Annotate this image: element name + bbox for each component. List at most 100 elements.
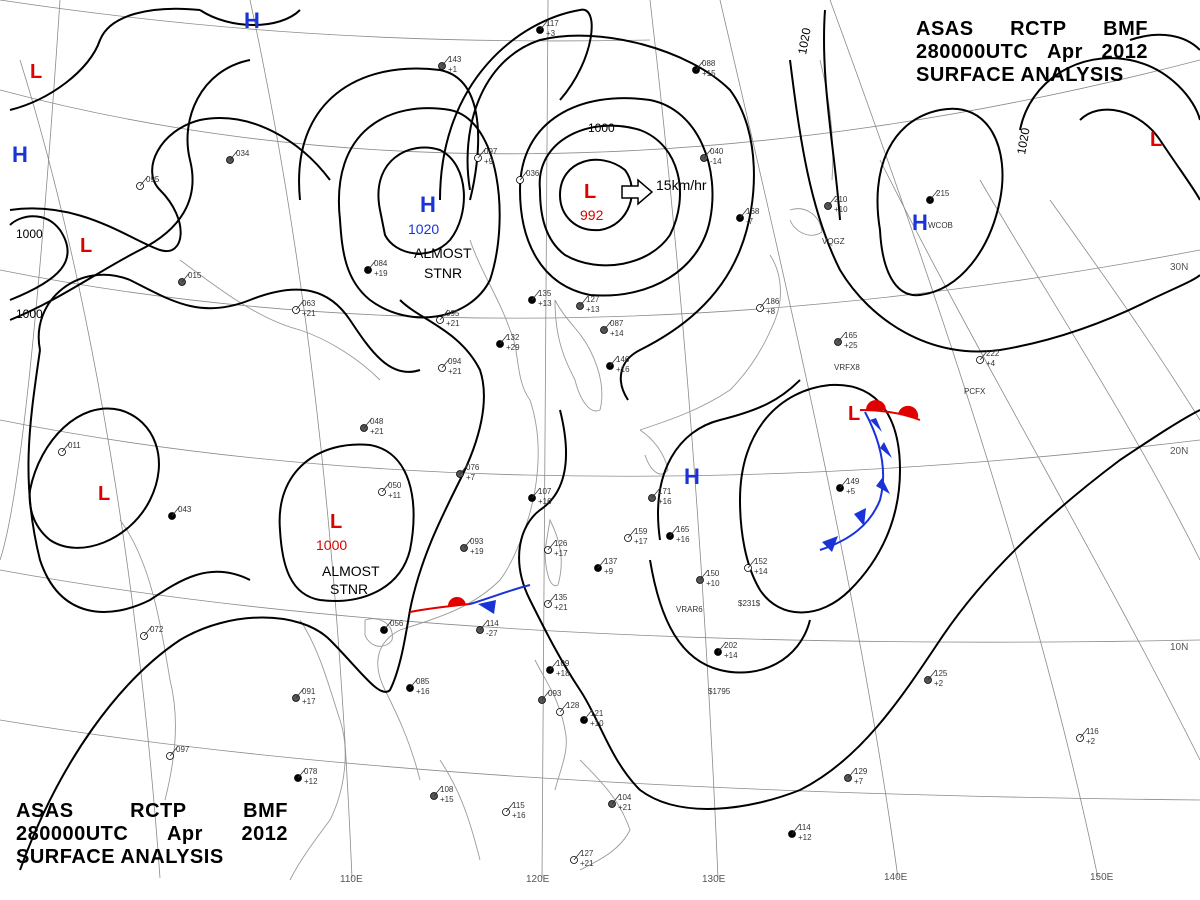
wind-barb-icon <box>547 593 557 605</box>
low-value: 992 <box>580 207 604 223</box>
station-pressure: 132 <box>506 333 520 342</box>
station-plot: 186+8 <box>756 297 780 316</box>
header-line-3: SURFACE ANALYSIS <box>916 64 1148 87</box>
station-pressure: 135 <box>554 593 568 602</box>
station-pressure: 159 <box>634 527 648 536</box>
wind-barb-icon <box>143 625 153 637</box>
taiwan <box>544 518 562 587</box>
station-pressure: 076 <box>466 463 480 472</box>
station-pressure: 097 <box>176 745 190 754</box>
wind-barb-icon <box>927 669 937 681</box>
station-plot: 152+14 <box>744 557 768 576</box>
station-plot: 115+16 <box>502 801 526 820</box>
station-tendency: +11 <box>388 491 402 500</box>
wind-barb-icon <box>169 745 179 757</box>
wind-barb-icon <box>439 309 449 321</box>
isobar-north-big <box>466 34 755 401</box>
station-plot: 114-27 <box>476 619 499 638</box>
station-plot: 135+21 <box>544 593 568 612</box>
high-value: 1020 <box>408 221 439 237</box>
cold-front-barb <box>880 442 892 458</box>
isobar-pacific-ring <box>738 383 902 614</box>
station-tendency: +7 <box>854 777 864 786</box>
wind-barb-icon <box>297 767 307 779</box>
header-product: ASAS <box>16 800 74 822</box>
header-title: SURFACE ANALYSIS <box>916 64 1124 86</box>
station-plot: 108+15 <box>430 785 454 804</box>
isobar-central-big <box>37 273 421 373</box>
wind-barb-icon <box>479 619 489 631</box>
low-marker: L <box>80 235 92 257</box>
wind-barb-icon <box>791 823 801 835</box>
philippines-south <box>579 759 631 871</box>
lat-label: 30N <box>1170 262 1188 273</box>
isobar-ne-2 <box>1079 108 1200 201</box>
wind-barb-icon <box>759 297 769 309</box>
station-plot: 165+16 <box>666 525 690 544</box>
station-pressure: 146 <box>616 355 630 364</box>
station-plot: 048+21 <box>360 417 384 436</box>
station-pressure: 116 <box>1086 727 1099 736</box>
indochina <box>289 619 346 881</box>
stationary-front-bump <box>447 596 466 607</box>
header-time: 280000UTC <box>16 823 129 845</box>
isobar-sw-big <box>19 299 485 871</box>
station-id: VRFX8 <box>834 363 860 372</box>
station-tendency: +21 <box>446 319 460 328</box>
low-marker: L <box>584 181 596 203</box>
station-tendency: +21 <box>448 367 462 376</box>
lon-label: 140E <box>884 872 908 883</box>
wind-barb-icon <box>929 189 939 201</box>
station-pressure: 117 <box>546 19 559 28</box>
station-tendency: +16 <box>416 687 430 696</box>
header-line-1: ASAS RCTP BMF <box>916 18 1148 41</box>
station-plot: 084+19 <box>364 259 388 278</box>
station-pressure: 215 <box>936 189 950 198</box>
station-pressure: 036 <box>526 169 540 178</box>
isobar-high-1020-ring2 <box>337 107 501 319</box>
wind-barb-icon <box>433 785 443 797</box>
header-title: SURFACE ANALYSIS <box>16 846 224 868</box>
station-tendency: +13 <box>538 299 552 308</box>
station-plot: 125+2 <box>924 669 948 688</box>
wind-barb-icon <box>603 319 613 331</box>
isobar-label: 1000 <box>16 227 43 241</box>
stationary-front-blue <box>469 584 531 605</box>
station-plot: 109+18 <box>546 659 570 678</box>
station-pressure: 168 <box>746 207 760 216</box>
station-tendency: +13 <box>586 305 600 314</box>
lon-label: 110E <box>340 874 363 885</box>
station-plot: 149+5 <box>836 477 860 496</box>
wind-barb-icon <box>531 289 541 301</box>
station-plot: 011 <box>58 441 81 456</box>
station-tendency: +9 <box>484 157 494 166</box>
station-plot: 093+19 <box>460 537 484 556</box>
high-marker: H <box>244 8 260 33</box>
station-tendency: +10 <box>590 719 604 728</box>
chart-header-bottom-left: ASAS RCTP BMF 280000UTC Apr 2012 SURFACE… <box>16 800 288 869</box>
myanmar <box>119 519 176 801</box>
header-code: BMF <box>1103 18 1148 40</box>
station-tendency: +15 <box>440 795 454 804</box>
isobar-high-ring3 <box>298 67 480 201</box>
station-pressure: 050 <box>388 481 402 490</box>
isobar-west-c <box>9 7 201 111</box>
station-tendency: +19 <box>374 269 388 278</box>
wind-barb-icon <box>409 677 419 689</box>
wind-barb-icon <box>459 463 469 475</box>
station-pressure: 085 <box>416 677 430 686</box>
station-pressure: 034 <box>236 149 250 158</box>
meridian-extra-w <box>0 0 61 561</box>
station-tendency: +16 <box>658 497 672 506</box>
motion-speed-label: 15km/hr <box>656 177 707 193</box>
header-code: BMF <box>243 800 288 822</box>
station-pressure: 150 <box>706 569 720 578</box>
station-pressure: 093 <box>548 689 562 698</box>
header-month: Apr <box>1046 41 1083 63</box>
motion-vector: 15km/hr <box>621 177 707 206</box>
meridian-extra-e3 <box>1049 199 1200 421</box>
low-marker: L <box>330 511 342 533</box>
wind-barb-icon <box>651 487 661 499</box>
pressure-systems: L 992 H 1020 L 1000 H H H H L L L L L <box>12 8 1162 553</box>
isobar-pacific-outer <box>649 559 811 674</box>
